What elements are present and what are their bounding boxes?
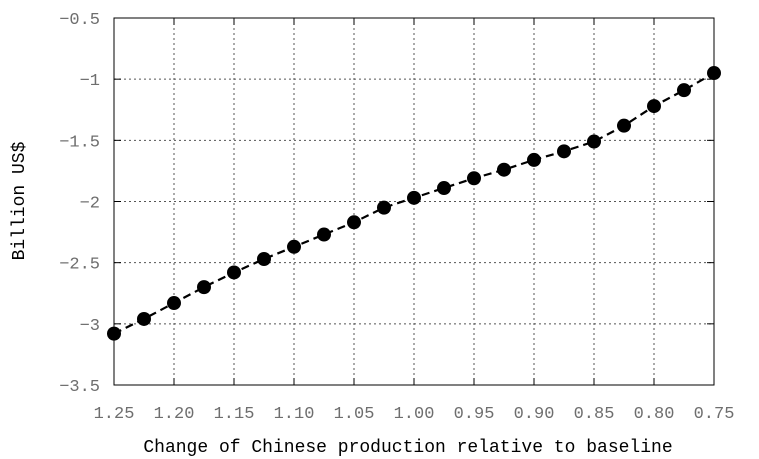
data-point — [587, 134, 601, 149]
data-point — [617, 118, 631, 133]
data-point — [137, 311, 151, 326]
y-tick-label: −3.5 — [59, 378, 100, 397]
y-axis-title: Billion US$ — [10, 141, 30, 260]
x-tick-label: 0.85 — [574, 405, 615, 424]
x-axis-ticks: 1.25 1.20 1.15 1.10 1.05 1.00 0.95 0.90 0.85 0.80… — [94, 18, 735, 424]
data-series — [107, 66, 721, 341]
x-axis-title: Change of Chinese production relative to… — [143, 438, 672, 458]
data-point — [497, 162, 511, 177]
x-tick-label: 0.95 — [454, 405, 495, 424]
x-tick-label: 1.00 — [394, 405, 435, 424]
x-tick-label: 1.15 — [214, 405, 255, 424]
data-point — [347, 215, 361, 230]
x-tick-label: 1.20 — [154, 405, 195, 424]
data-point — [257, 251, 271, 266]
data-point — [467, 171, 481, 186]
data-point — [527, 152, 541, 167]
x-tick-label: 0.90 — [514, 405, 555, 424]
data-point — [197, 280, 211, 295]
data-point — [287, 239, 301, 254]
data-point — [437, 181, 451, 196]
data-point — [227, 265, 241, 280]
x-tick-label: 0.75 — [694, 405, 735, 424]
data-point — [647, 99, 661, 114]
data-point — [677, 83, 691, 98]
y-tick-label: −2.5 — [59, 256, 100, 275]
data-point — [557, 144, 571, 159]
data-point — [107, 326, 121, 341]
y-tick-label: −1.5 — [59, 133, 100, 152]
data-point — [317, 227, 331, 242]
data-point — [707, 66, 721, 81]
x-tick-label: 1.10 — [274, 405, 315, 424]
y-tick-label: −3 — [80, 317, 100, 336]
x-tick-label: 1.05 — [334, 405, 375, 424]
y-tick-label: −1 — [80, 72, 100, 91]
data-point — [407, 190, 421, 205]
y-axis-ticks: −0.5 −1 −1.5 −2 −2.5 −3 −3.5 — [59, 11, 714, 397]
data-point — [167, 296, 181, 311]
y-tick-label: −0.5 — [59, 11, 100, 30]
data-point — [377, 200, 391, 215]
x-tick-label: 0.80 — [634, 405, 675, 424]
y-tick-label: −2 — [80, 195, 100, 214]
x-tick-label: 1.25 — [94, 405, 135, 424]
